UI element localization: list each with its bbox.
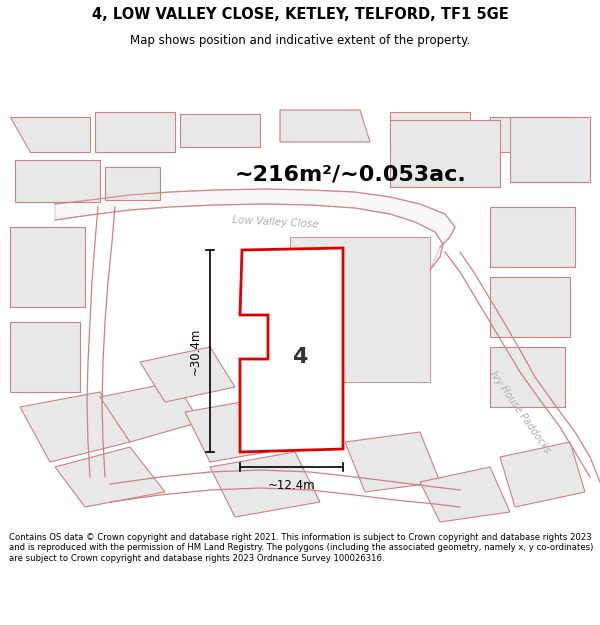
Polygon shape [240, 248, 343, 452]
Polygon shape [140, 347, 235, 402]
Polygon shape [390, 112, 470, 147]
Text: Low Valley Close: Low Valley Close [232, 215, 319, 229]
Polygon shape [490, 207, 575, 267]
Text: Ivy House Paddocks: Ivy House Paddocks [488, 369, 552, 455]
Polygon shape [10, 322, 80, 392]
Polygon shape [280, 110, 370, 142]
Text: ~216m²/~0.053ac.: ~216m²/~0.053ac. [235, 164, 467, 184]
Polygon shape [10, 227, 85, 307]
Text: 4: 4 [292, 347, 308, 367]
Polygon shape [345, 432, 440, 492]
Polygon shape [105, 167, 160, 200]
Polygon shape [490, 277, 570, 337]
Polygon shape [490, 117, 570, 152]
Polygon shape [420, 467, 510, 522]
Polygon shape [55, 189, 455, 270]
Polygon shape [390, 120, 500, 187]
Polygon shape [20, 392, 130, 462]
Text: Contains OS data © Crown copyright and database right 2021. This information is : Contains OS data © Crown copyright and d… [9, 533, 593, 562]
Polygon shape [95, 112, 175, 152]
Polygon shape [290, 237, 430, 382]
Polygon shape [510, 117, 590, 182]
Polygon shape [180, 114, 260, 147]
Polygon shape [210, 452, 320, 517]
Polygon shape [10, 117, 90, 152]
Text: 4, LOW VALLEY CLOSE, KETLEY, TELFORD, TF1 5GE: 4, LOW VALLEY CLOSE, KETLEY, TELFORD, TF… [92, 7, 508, 22]
Polygon shape [15, 160, 100, 202]
Polygon shape [490, 347, 565, 407]
Text: Map shows position and indicative extent of the property.: Map shows position and indicative extent… [130, 34, 470, 47]
Text: ~30.4m: ~30.4m [189, 328, 202, 374]
Polygon shape [55, 447, 165, 507]
Polygon shape [500, 442, 585, 507]
Polygon shape [100, 382, 200, 442]
Polygon shape [185, 397, 295, 462]
Text: ~12.4m: ~12.4m [268, 479, 316, 492]
